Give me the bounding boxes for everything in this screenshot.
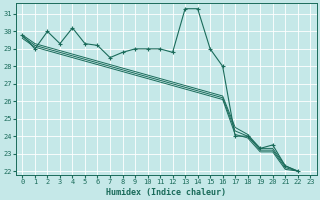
X-axis label: Humidex (Indice chaleur): Humidex (Indice chaleur)	[106, 188, 226, 197]
